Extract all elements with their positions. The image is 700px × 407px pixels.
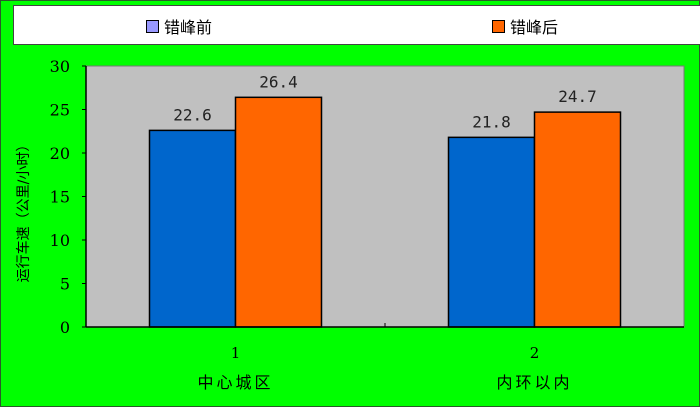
y-axis-title: 运行车速（公里/小时）: [15, 138, 32, 283]
category-label: 内环以内: [496, 373, 572, 392]
x-tick-label: 1: [231, 344, 241, 362]
data-label: 21.8: [472, 112, 511, 131]
y-tick-label: 25: [50, 101, 70, 120]
y-tick-label: 15: [50, 188, 70, 207]
legend-swatch-after: [492, 19, 505, 33]
category-label: 中心城区: [197, 373, 273, 392]
y-tick-label: 10: [50, 231, 70, 250]
bar-after: [234, 96, 323, 328]
legend-item-before: 错峰前: [146, 14, 212, 38]
legend: 错峰前 错峰后: [13, 5, 700, 45]
y-tick-label: 5: [60, 275, 70, 294]
data-label: 24.7: [558, 87, 597, 106]
bar-before: [148, 129, 237, 328]
data-label: 22.6: [173, 105, 212, 124]
bar-before: [447, 136, 536, 328]
legend-label-after: 错峰后: [510, 18, 559, 37]
legend-label-before: 错峰前: [164, 18, 213, 37]
bar-after: [533, 111, 622, 328]
x-tick-label: 2: [530, 344, 540, 362]
data-label: 26.4: [259, 72, 298, 91]
y-tick-label: 20: [50, 144, 70, 163]
legend-item-after: 错峰后: [492, 14, 558, 38]
y-tick-label: 0: [60, 318, 70, 337]
y-tick-label: 30: [50, 57, 70, 76]
legend-swatch-before: [146, 19, 159, 33]
